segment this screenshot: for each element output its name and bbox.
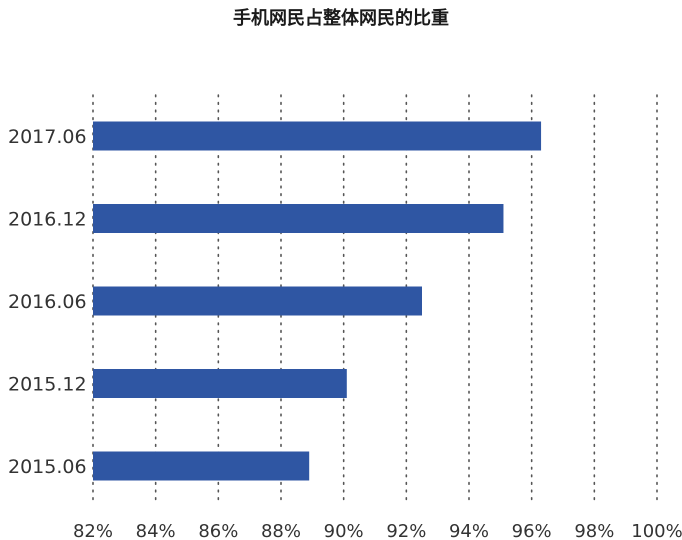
x-tick-label-90: 90% <box>324 521 364 540</box>
x-tick-label-96: 96% <box>512 521 552 540</box>
category-label-2016.06: 2016.06 <box>8 291 87 313</box>
category-label-2015.12: 2015.12 <box>8 374 87 396</box>
bar-2016.12 <box>93 204 504 233</box>
category-label-2015.06: 2015.06 <box>8 456 87 478</box>
x-tick-label-94: 94% <box>449 521 489 540</box>
bar-2015.12 <box>93 369 347 398</box>
x-tick-label-98: 98% <box>574 521 614 540</box>
category-label-2016.12: 2016.12 <box>8 209 87 231</box>
x-tick-label-88: 88% <box>261 521 301 540</box>
chart-title: 手机网民占整体网民的比重 <box>233 8 449 29</box>
category-labels: 2017.06 2016.12 2016.06 2015.12 2015.06 <box>8 126 87 478</box>
x-tick-label-82: 82% <box>73 521 113 540</box>
x-tick-label-100: 100% <box>631 521 682 540</box>
x-tick-label-86: 86% <box>198 521 238 540</box>
bar-2017.06 <box>93 121 542 151</box>
x-tick-label-92: 92% <box>386 521 426 540</box>
bars <box>93 121 542 481</box>
x-tick-label-84: 84% <box>136 521 176 540</box>
x-tick-labels: 82% 84% 86% 88% 90% 92% 94% 96% 98% 100% <box>73 521 682 540</box>
bar-2015.06 <box>93 451 310 481</box>
category-label-2017.06: 2017.06 <box>8 126 87 148</box>
bar-2016.06 <box>93 286 422 316</box>
